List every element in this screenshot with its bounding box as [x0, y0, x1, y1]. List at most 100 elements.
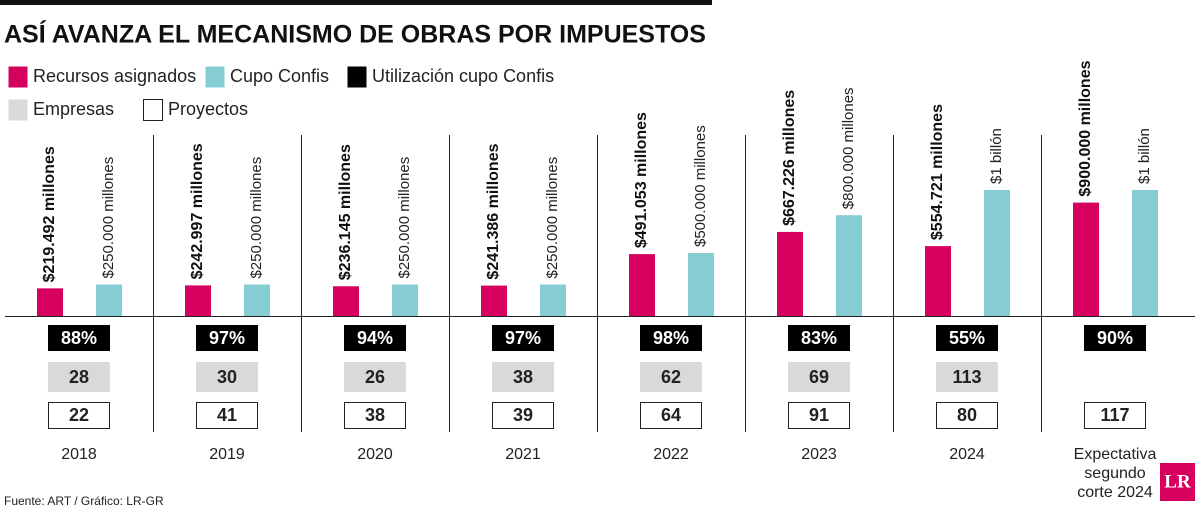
x-tick-label: 2022	[653, 446, 689, 463]
projects-label: 39	[513, 405, 533, 425]
x-tick-label: 2018	[61, 446, 97, 463]
companies-box	[936, 362, 998, 392]
bar	[96, 284, 122, 316]
utilization-label: 55%	[949, 328, 985, 348]
top-rule	[0, 0, 712, 5]
chart-title: ASÍ AVANZA EL MECANISMO DE OBRAS POR IMP…	[4, 20, 706, 49]
bar-value-label: $236.145 millones	[337, 144, 354, 280]
utilization-label: 97%	[209, 328, 245, 348]
utilization-label: 94%	[357, 328, 393, 348]
bar	[392, 284, 418, 316]
bar-value-label: $250.000 millones	[544, 157, 561, 279]
bar	[244, 284, 270, 316]
utilization-box	[344, 325, 406, 351]
bar	[1073, 202, 1099, 316]
x-tick-label: 2023	[801, 446, 837, 463]
projects-box	[48, 402, 110, 429]
bar	[984, 190, 1010, 316]
bar	[629, 254, 655, 316]
companies-label: 62	[661, 367, 681, 387]
utilization-box	[1084, 325, 1146, 351]
bar-value-label: $250.000 millones	[100, 157, 117, 279]
bar-value-label: $554.721 millones	[929, 104, 946, 240]
projects-box	[788, 402, 850, 429]
utilization-label: 83%	[801, 328, 837, 348]
bar	[688, 253, 714, 316]
utilization-label: 98%	[653, 328, 689, 348]
legend-label: Utilización cupo Confis	[372, 66, 554, 86]
companies-label: 26	[365, 367, 385, 387]
x-tick-label: 2024	[949, 446, 985, 463]
utilization-label: 88%	[61, 328, 97, 348]
bar	[836, 215, 862, 316]
legend-label: Recursos asignados	[33, 66, 196, 86]
utilization-box	[492, 325, 554, 351]
x-tick-label: 2021	[505, 446, 541, 463]
utilization-box	[640, 325, 702, 351]
bar	[777, 231, 803, 316]
companies-box	[196, 362, 258, 392]
projects-box	[492, 402, 554, 429]
utilization-box	[788, 325, 850, 351]
projects-label: 38	[365, 405, 385, 425]
x-tick-label: 2020	[357, 446, 393, 463]
bar-value-label: $667.226 millones	[781, 90, 798, 226]
companies-box	[344, 362, 406, 392]
projects-box	[640, 402, 702, 429]
legend-label: Empresas	[33, 99, 114, 119]
projects-box	[196, 402, 258, 429]
projects-label: 117	[1100, 405, 1129, 425]
utilization-box	[196, 325, 258, 351]
bar-value-label: $1 billón	[988, 128, 1005, 184]
projects-box	[1084, 402, 1146, 429]
bar	[540, 284, 566, 316]
legend-swatch	[8, 66, 28, 88]
companies-box	[48, 362, 110, 392]
legend-label: Proyectos	[168, 99, 248, 119]
bar-value-label: $1 billón	[1136, 128, 1153, 184]
legend-swatch	[347, 66, 367, 88]
x-tick-label: 2019	[209, 446, 245, 463]
projects-label: 22	[69, 405, 89, 425]
companies-label: 69	[809, 367, 829, 387]
x-tick-label-box: 2024	[949, 446, 985, 463]
logo: LR	[1164, 471, 1191, 492]
companies-box	[640, 362, 702, 392]
bar-value-label: $500.000 millones	[692, 125, 709, 247]
utilization-box	[936, 325, 998, 351]
bar-value-label: $250.000 millones	[396, 157, 413, 279]
projects-box	[936, 402, 998, 429]
bar	[185, 285, 211, 316]
bar-value-label: $900.000 millones	[1077, 60, 1094, 196]
x-tick-label: Expectativa segundo corte 2024	[1073, 446, 1157, 501]
projects-label: 80	[957, 405, 977, 425]
companies-label: 38	[513, 367, 533, 387]
bar-value-label: $250.000 millones	[248, 157, 265, 279]
projects-label: 41	[217, 405, 237, 425]
x-tick-label-box: 2019	[209, 446, 245, 463]
companies-label: 30	[217, 367, 237, 387]
legend-label: Cupo Confis	[230, 66, 329, 86]
bar	[481, 285, 507, 316]
x-tick-label-box: Expectativa segundo corte 2024	[1073, 446, 1157, 501]
bar	[333, 286, 359, 316]
x-tick-label-box: 2018	[61, 446, 97, 463]
legend-swatch	[205, 66, 225, 88]
projects-label: 91	[809, 405, 829, 425]
utilization-box	[48, 325, 110, 351]
utilization-label: 90%	[1097, 328, 1133, 348]
bar	[925, 246, 951, 316]
x-tick-label-box: 2023	[801, 446, 837, 463]
source: Fuente: ART / Gráfico: LR-GR	[4, 494, 164, 508]
logo-box	[1160, 463, 1195, 501]
x-tick-label-box: 2022	[653, 446, 689, 463]
projects-box	[344, 402, 406, 429]
companies-label: 28	[69, 367, 89, 387]
bar	[1132, 190, 1158, 316]
projects-label: 64	[661, 405, 681, 425]
utilization-label: 97%	[505, 328, 541, 348]
bar-value-label: $219.492 millones	[41, 146, 58, 282]
bar-value-label: $242.997 millones	[189, 143, 206, 279]
bar-value-label: $491.053 millones	[633, 112, 650, 248]
